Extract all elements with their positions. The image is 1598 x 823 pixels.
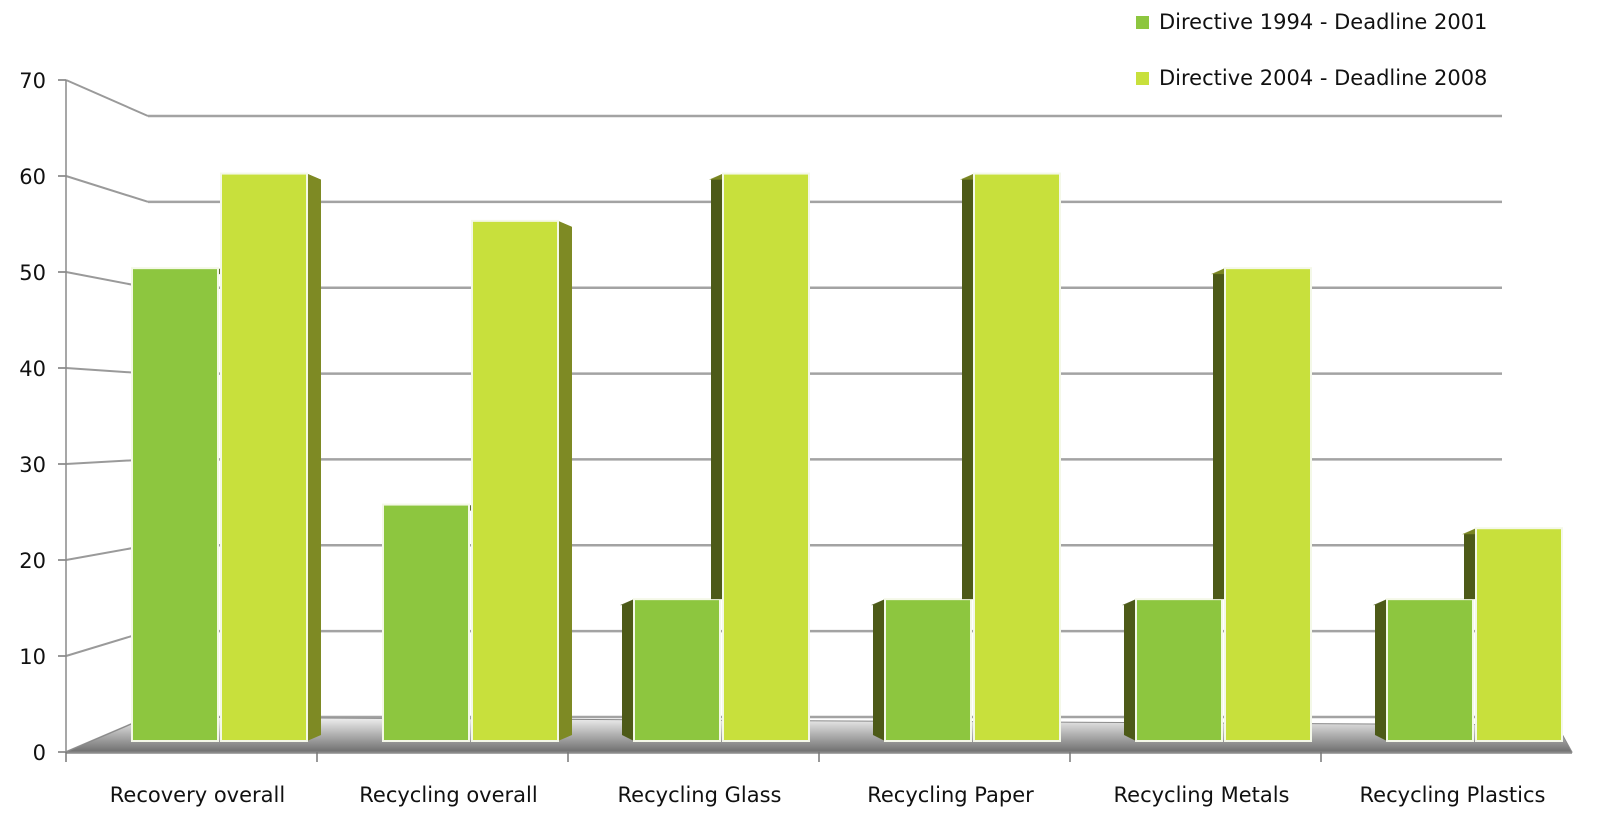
bar — [973, 172, 1061, 743]
bar-side — [1464, 528, 1476, 600]
y-tick-label: 20 — [19, 549, 46, 573]
bar — [471, 219, 559, 743]
bar-side — [962, 173, 974, 600]
y-tick-label: 10 — [19, 645, 46, 669]
bar — [633, 598, 721, 743]
bar-side — [558, 220, 572, 741]
bar — [131, 267, 219, 742]
bar — [1475, 527, 1563, 743]
y-tick-label: 0 — [33, 741, 46, 765]
legend-swatch — [1136, 72, 1149, 85]
y-tick-label: 70 — [19, 69, 46, 93]
x-tick-label: Recycling Plastics — [1360, 783, 1546, 807]
bar-side — [622, 599, 634, 741]
bar — [722, 172, 810, 743]
bar — [1386, 598, 1474, 743]
y-tick-label: 30 — [19, 453, 46, 477]
bar — [382, 503, 470, 743]
bar — [1224, 267, 1312, 742]
bar-side — [1124, 599, 1136, 741]
bar-side — [1213, 268, 1225, 600]
bar — [1135, 598, 1223, 743]
x-tick-label: Recovery overall — [110, 783, 285, 807]
y-tick-label: 60 — [19, 165, 46, 189]
bar-side — [711, 173, 723, 600]
legend-label: Directive 2004 - Deadline 2008 — [1159, 66, 1487, 90]
x-tick-label: Recycling overall — [359, 783, 537, 807]
side-wall-gridline — [65, 175, 149, 203]
x-tick-label: Recycling Glass — [618, 783, 782, 807]
x-tick-label: Recycling Metals — [1114, 783, 1290, 807]
side-wall-gridline — [65, 79, 149, 117]
legend-swatch — [1136, 16, 1149, 29]
legend-label: Directive 1994 - Deadline 2001 — [1159, 10, 1487, 34]
bar — [884, 598, 972, 743]
y-tick-label: 50 — [19, 261, 46, 285]
x-tick-label: Recycling Paper — [867, 783, 1034, 807]
bar-side — [307, 173, 321, 742]
bar-side — [873, 599, 885, 741]
bar — [220, 172, 308, 743]
y-tick-label: 40 — [19, 357, 46, 381]
bar-side — [1375, 599, 1387, 741]
